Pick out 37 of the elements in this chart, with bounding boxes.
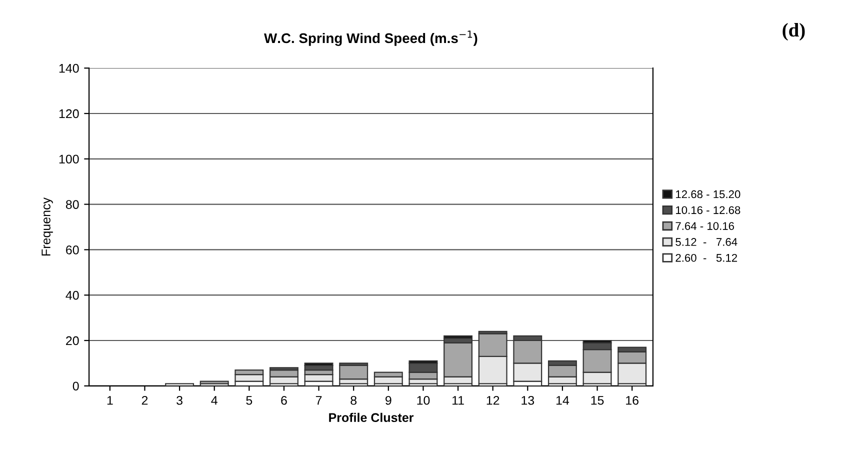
x-tick-label: 3 bbox=[176, 396, 182, 405]
x-tick-label: 16 bbox=[626, 396, 638, 405]
chart-title: W.C. Spring Wind Speed (m.s$^{−1}$) bbox=[264, 30, 478, 46]
legend-label: 12.68 - 15.20 bbox=[676, 190, 740, 198]
x-tick-label: 7 bbox=[316, 396, 322, 405]
bar bbox=[339, 364, 368, 380]
x-tick-label: 13 bbox=[522, 396, 534, 405]
legend-label: 10.16 - 12.68 bbox=[676, 206, 740, 214]
bar bbox=[165, 383, 194, 386]
text: (d) bbox=[782, 22, 805, 41]
x-tick-label: 1 bbox=[107, 396, 113, 405]
y-tick-label: 40 bbox=[66, 290, 79, 300]
x-tick-label: 6 bbox=[281, 396, 287, 405]
x-axis-title: Profile Cluster bbox=[329, 412, 414, 422]
x-tick-label: 10 bbox=[417, 396, 430, 405]
x-tick-label: 8 bbox=[350, 396, 357, 405]
x-tick-label: 9 bbox=[386, 396, 392, 405]
y-axis-title: Frequency bbox=[42, 197, 53, 256]
x-tick-label: 4 bbox=[211, 396, 218, 405]
y-tick-label: 100 bbox=[59, 154, 79, 164]
y-tick-label: 0 bbox=[72, 382, 79, 391]
x-tick-label: 11 bbox=[452, 396, 464, 405]
x-tick-label: 5 bbox=[246, 396, 252, 405]
x-tick-label: 15 bbox=[591, 396, 604, 405]
bar bbox=[304, 362, 334, 366]
y-tick-label: 20 bbox=[66, 336, 79, 346]
x-tick-label: 2 bbox=[142, 396, 148, 405]
bar bbox=[200, 380, 229, 384]
legend-label: 5.12 - 7.64 bbox=[676, 238, 738, 246]
x-tick-label: 14 bbox=[556, 396, 570, 405]
legend-label: 7.64 - 10.16 bbox=[676, 222, 734, 230]
legend-label: 2.60 - 5.12 bbox=[676, 254, 738, 262]
y-tick-label: 60 bbox=[66, 246, 79, 254]
x-tick-label: 12 bbox=[486, 396, 500, 405]
y-tick-label: 80 bbox=[66, 200, 79, 209]
y-tick-label: 120 bbox=[59, 109, 79, 118]
y-tick-label: 140 bbox=[59, 64, 79, 73]
